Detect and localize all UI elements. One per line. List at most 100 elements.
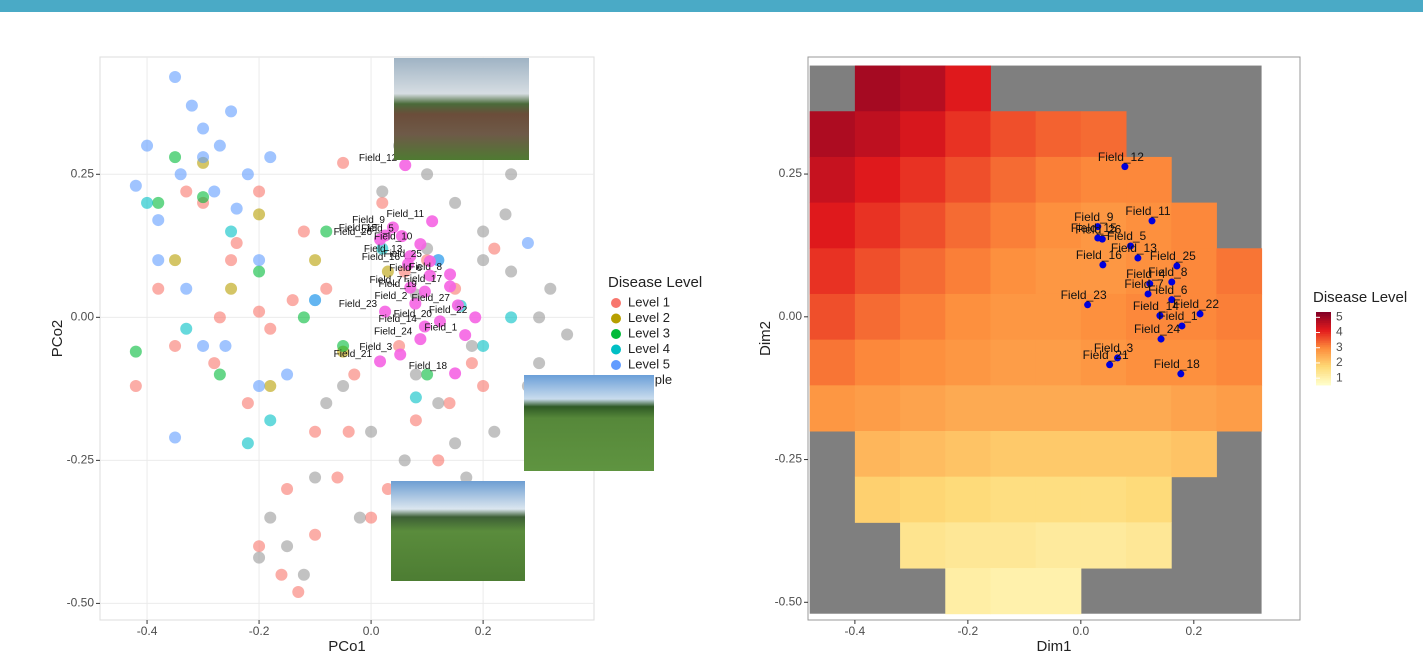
heat-cell — [1035, 293, 1082, 341]
point — [505, 311, 518, 324]
point-label: Field_20 — [394, 309, 433, 320]
point — [418, 285, 431, 298]
legend-title: Disease Level — [608, 274, 702, 291]
point-label: Field_26 — [334, 227, 373, 238]
point — [197, 151, 210, 164]
heat-cell — [945, 111, 991, 158]
heat-cell — [900, 522, 946, 569]
heat-cell — [945, 385, 991, 432]
heat-cell — [1126, 202, 1172, 249]
heat-cell — [1035, 476, 1082, 523]
point — [477, 254, 490, 267]
heat-cell — [854, 293, 901, 341]
colorbar-step — [1316, 383, 1331, 386]
point — [225, 282, 238, 295]
heat-cell — [900, 65, 946, 112]
point — [253, 208, 266, 221]
heat-cell — [1035, 202, 1082, 249]
point — [219, 339, 232, 352]
point — [281, 540, 294, 553]
heat-cell — [990, 156, 1037, 204]
colorbar-step — [1316, 381, 1331, 384]
point — [169, 339, 182, 352]
heat-cell — [1216, 385, 1263, 432]
heat-cell — [1080, 522, 1127, 569]
heat-cell — [1126, 431, 1172, 478]
point — [365, 511, 378, 524]
heat-cell — [809, 202, 856, 249]
photo — [394, 58, 529, 160]
point — [320, 282, 333, 295]
point — [449, 196, 462, 209]
colorbar-label: 4 — [1336, 325, 1343, 339]
x-tick-label: -0.4 — [845, 624, 866, 638]
heat-cell — [1171, 339, 1217, 386]
point-label: Field_11 — [387, 209, 425, 220]
point — [129, 179, 142, 192]
point-label: Field_15 — [339, 223, 378, 234]
heat-cell — [1035, 156, 1082, 204]
point-label: Field_1 — [1158, 309, 1198, 323]
point — [264, 414, 277, 427]
point — [432, 454, 445, 467]
point — [409, 368, 422, 381]
colorbar-step — [1316, 324, 1331, 327]
legend-label: Level 1 — [628, 294, 670, 309]
point — [399, 159, 412, 172]
heat-cell — [990, 248, 1037, 295]
point-label: Field_3 — [1094, 341, 1134, 355]
point — [1094, 223, 1102, 231]
point — [376, 242, 389, 255]
colorbar-step — [1316, 332, 1331, 335]
heat-cell — [990, 202, 1037, 249]
point-label: Field_2 — [375, 291, 408, 302]
point-label: Field_15 — [1071, 221, 1117, 235]
y-tick-label: 0.00 — [71, 310, 95, 324]
heat-cell — [809, 248, 856, 295]
point — [469, 311, 482, 324]
point — [460, 471, 473, 484]
point — [1196, 310, 1204, 318]
heat-cell — [854, 111, 901, 158]
colorbar-step — [1316, 315, 1331, 318]
point — [444, 268, 457, 281]
heat-cell — [1171, 431, 1217, 478]
colorbar-step — [1316, 363, 1331, 366]
point — [374, 355, 387, 368]
heat-cell — [854, 476, 901, 523]
heat-cell — [945, 339, 991, 386]
point — [152, 254, 165, 267]
point-label: Field_22 — [1173, 297, 1219, 311]
heat-cell — [945, 431, 991, 478]
legend-title: Disease Level — [1313, 289, 1407, 306]
point-label: Field_8 — [1148, 265, 1188, 279]
point — [337, 156, 350, 169]
colorbar-step — [1316, 377, 1331, 380]
x-axis-title: Dim1 — [1036, 638, 1071, 655]
heat-cell — [1080, 111, 1127, 158]
point — [309, 425, 322, 438]
point — [292, 585, 305, 598]
point — [275, 568, 288, 581]
point — [379, 305, 392, 318]
point — [488, 242, 501, 255]
colorbar-step — [1316, 346, 1331, 349]
point — [197, 191, 210, 204]
heat-cell — [945, 65, 991, 112]
point — [409, 414, 422, 427]
heat-cell — [990, 522, 1037, 569]
point — [374, 233, 387, 246]
point — [141, 139, 154, 152]
y-axis-title: PCo2 — [49, 320, 66, 358]
point — [281, 368, 294, 381]
point — [152, 282, 165, 295]
point — [381, 265, 394, 278]
point — [395, 230, 408, 243]
point-label: Field_5 — [1107, 229, 1147, 243]
colorbar-label: 3 — [1336, 340, 1343, 354]
point — [477, 339, 490, 352]
point-label: Field_21 — [334, 349, 373, 360]
point — [320, 225, 333, 238]
colorbar-step — [1316, 370, 1331, 373]
point — [230, 236, 243, 249]
